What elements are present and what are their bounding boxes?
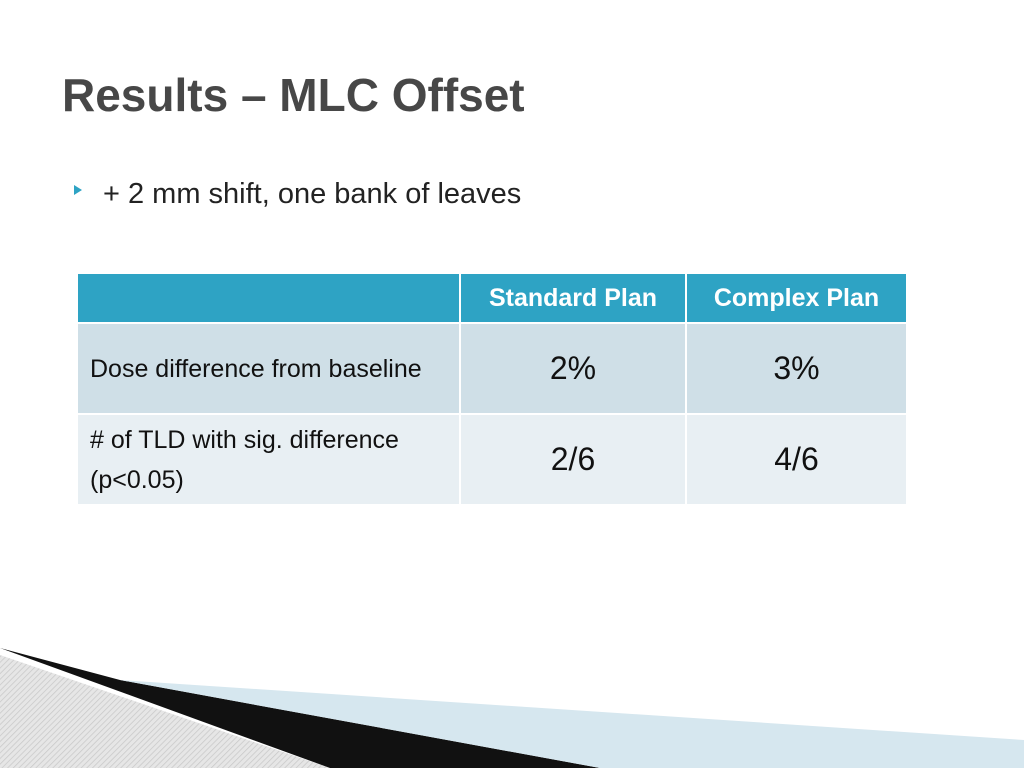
table-row: # of TLD with sig. difference (p<0.05) 2… [76,413,908,506]
table-row: Dose difference from baseline 2% 3% [76,322,908,415]
cell: 2% [459,322,687,415]
header-cell: Complex Plan [685,272,908,324]
row-label: # of TLD with sig. difference (p<0.05) [76,413,461,506]
title: Results – MLC Offset [62,69,525,121]
header-row: Standard Plan Complex Plan [76,272,908,324]
header-cell: Standard Plan [459,272,687,324]
cell: 4/6 [685,413,908,506]
results-table: Standard Plan Complex Plan Dose differen… [76,272,908,506]
row-label: Dose difference from baseline [76,322,461,415]
cell: 2/6 [459,413,687,506]
cell: 3% [685,322,908,415]
header-cell [76,272,461,324]
light-band [120,680,1024,768]
bullet-marker [74,185,82,195]
dark-wedge [0,648,600,768]
bullet-text: + 2 mm shift, one bank of leaves [103,178,522,210]
hatched-wedge [0,655,330,768]
